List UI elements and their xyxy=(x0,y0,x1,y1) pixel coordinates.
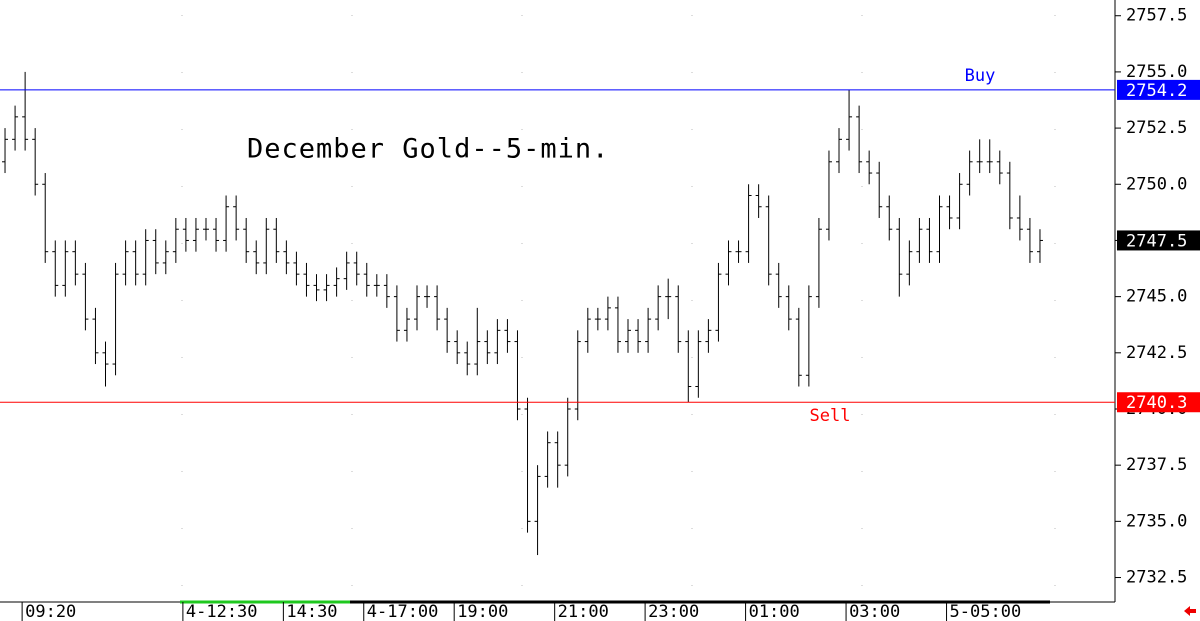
x-tick-label: 03:00 xyxy=(849,602,900,621)
chart-title: December Gold--5-min. xyxy=(247,134,609,165)
level-label: Sell xyxy=(810,406,851,426)
level-label: Buy xyxy=(965,66,996,86)
x-tick-label: 23:00 xyxy=(648,602,699,621)
price-tag-label: 2740.3 xyxy=(1126,393,1187,413)
y-tick-label: 2755.0 xyxy=(1126,62,1187,82)
y-tick-label: 2742.5 xyxy=(1126,343,1187,363)
price-tag xyxy=(1117,79,1200,100)
x-tick-label: 21:00 xyxy=(558,602,609,621)
y-tick-label: 2752.5 xyxy=(1126,118,1187,138)
y-tick-label: 2745.0 xyxy=(1126,287,1187,307)
scroll-arrow[interactable] xyxy=(1184,606,1196,616)
x-tick-label: 09:20 xyxy=(25,602,76,621)
y-tick-label: 2737.5 xyxy=(1126,455,1187,475)
price-tag-label: 2754.2 xyxy=(1126,81,1187,101)
x-tick-label: 4-12:30 xyxy=(186,602,258,621)
y-tick-label: 2757.5 xyxy=(1126,6,1187,26)
x-tick-label: 4-17:00 xyxy=(367,602,439,621)
y-tick-label: 2750.0 xyxy=(1126,174,1187,194)
x-tick-label: 5-05:00 xyxy=(950,602,1022,621)
price-tag xyxy=(1117,230,1200,251)
x-tick-label: 19:00 xyxy=(457,602,508,621)
price-tag xyxy=(1117,392,1200,413)
x-tick-label: 01:00 xyxy=(749,602,800,621)
y-tick-label: 2732.5 xyxy=(1126,568,1187,588)
price-tag-label: 2747.5 xyxy=(1126,231,1187,251)
y-tick-label: 2735.0 xyxy=(1126,511,1187,531)
x-tick-label: 14:30 xyxy=(286,602,337,621)
